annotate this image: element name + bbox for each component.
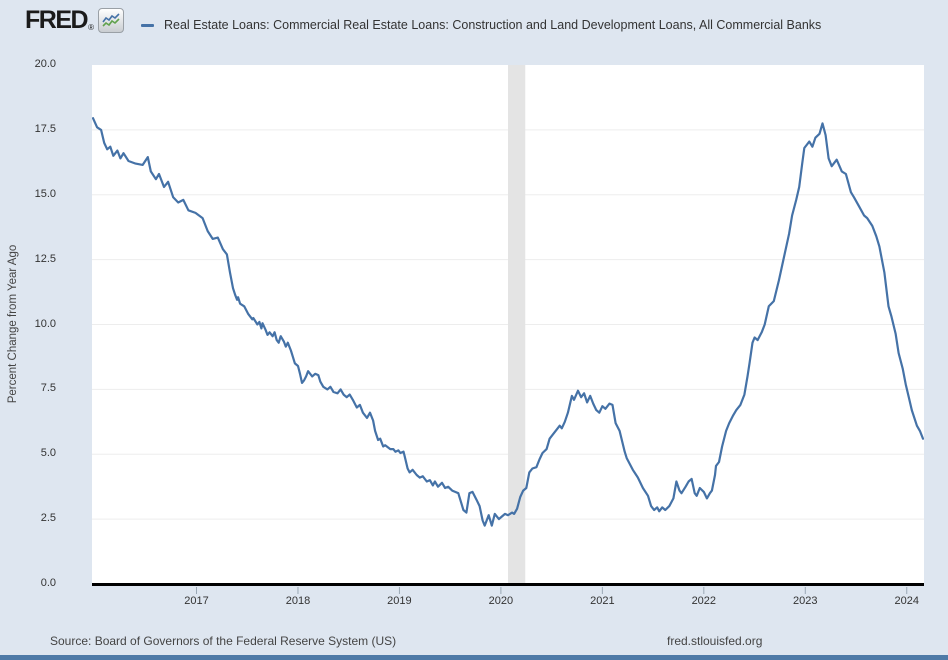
x-tick-label: 2023 bbox=[793, 595, 818, 607]
fred-logo-text: FRED bbox=[25, 6, 89, 34]
x-tick-label: 2019 bbox=[387, 595, 412, 607]
y-tick-label: 20.0 bbox=[34, 58, 56, 70]
fred-logo-registered-mark: ® bbox=[88, 23, 94, 32]
recession-band bbox=[508, 65, 526, 584]
x-tick-label: 2017 bbox=[184, 595, 209, 607]
y-tick-label: 17.5 bbox=[34, 122, 56, 135]
x-tick-label: 2021 bbox=[590, 595, 615, 607]
fred-logo-sparkline-icon bbox=[97, 8, 124, 33]
x-tick-label: 2022 bbox=[691, 595, 717, 607]
y-tick-label: 10.0 bbox=[34, 317, 56, 330]
x-tick-label: 2018 bbox=[285, 595, 311, 607]
series-line bbox=[92, 117, 924, 527]
source-link[interactable]: Source: Board of Governors of the Federa… bbox=[50, 634, 397, 648]
x-tick-label: 2024 bbox=[894, 595, 919, 607]
plot-area[interactable] bbox=[92, 65, 924, 600]
legend-item: Real Estate Loans: Commercial Real Estat… bbox=[141, 18, 821, 32]
x-tick-label: 2020 bbox=[488, 595, 514, 607]
y-tick-label: 15.0 bbox=[34, 187, 56, 200]
legend-line-swatch-icon bbox=[141, 23, 154, 27]
y-tick-label: 5.0 bbox=[40, 447, 56, 460]
bottom-accent-bar bbox=[0, 655, 948, 660]
y-tick-label: 2.5 bbox=[40, 512, 56, 525]
y-tick-label: 7.5 bbox=[40, 382, 56, 395]
y-tick-label: 12.5 bbox=[34, 252, 56, 265]
legend-series-label: Real Estate Loans: Commercial Real Estat… bbox=[164, 18, 822, 32]
chart-header: FRED ® Real Estate Loans: Commercial Rea… bbox=[0, 0, 948, 52]
fred-logo[interactable]: FRED ® bbox=[25, 8, 124, 33]
fred-site-link[interactable]: fred.stlouisfed.org bbox=[667, 634, 763, 648]
chart-footer: Source: Board of Governors of the Federa… bbox=[0, 632, 948, 654]
y-tick-label: 0.0 bbox=[40, 577, 56, 589]
